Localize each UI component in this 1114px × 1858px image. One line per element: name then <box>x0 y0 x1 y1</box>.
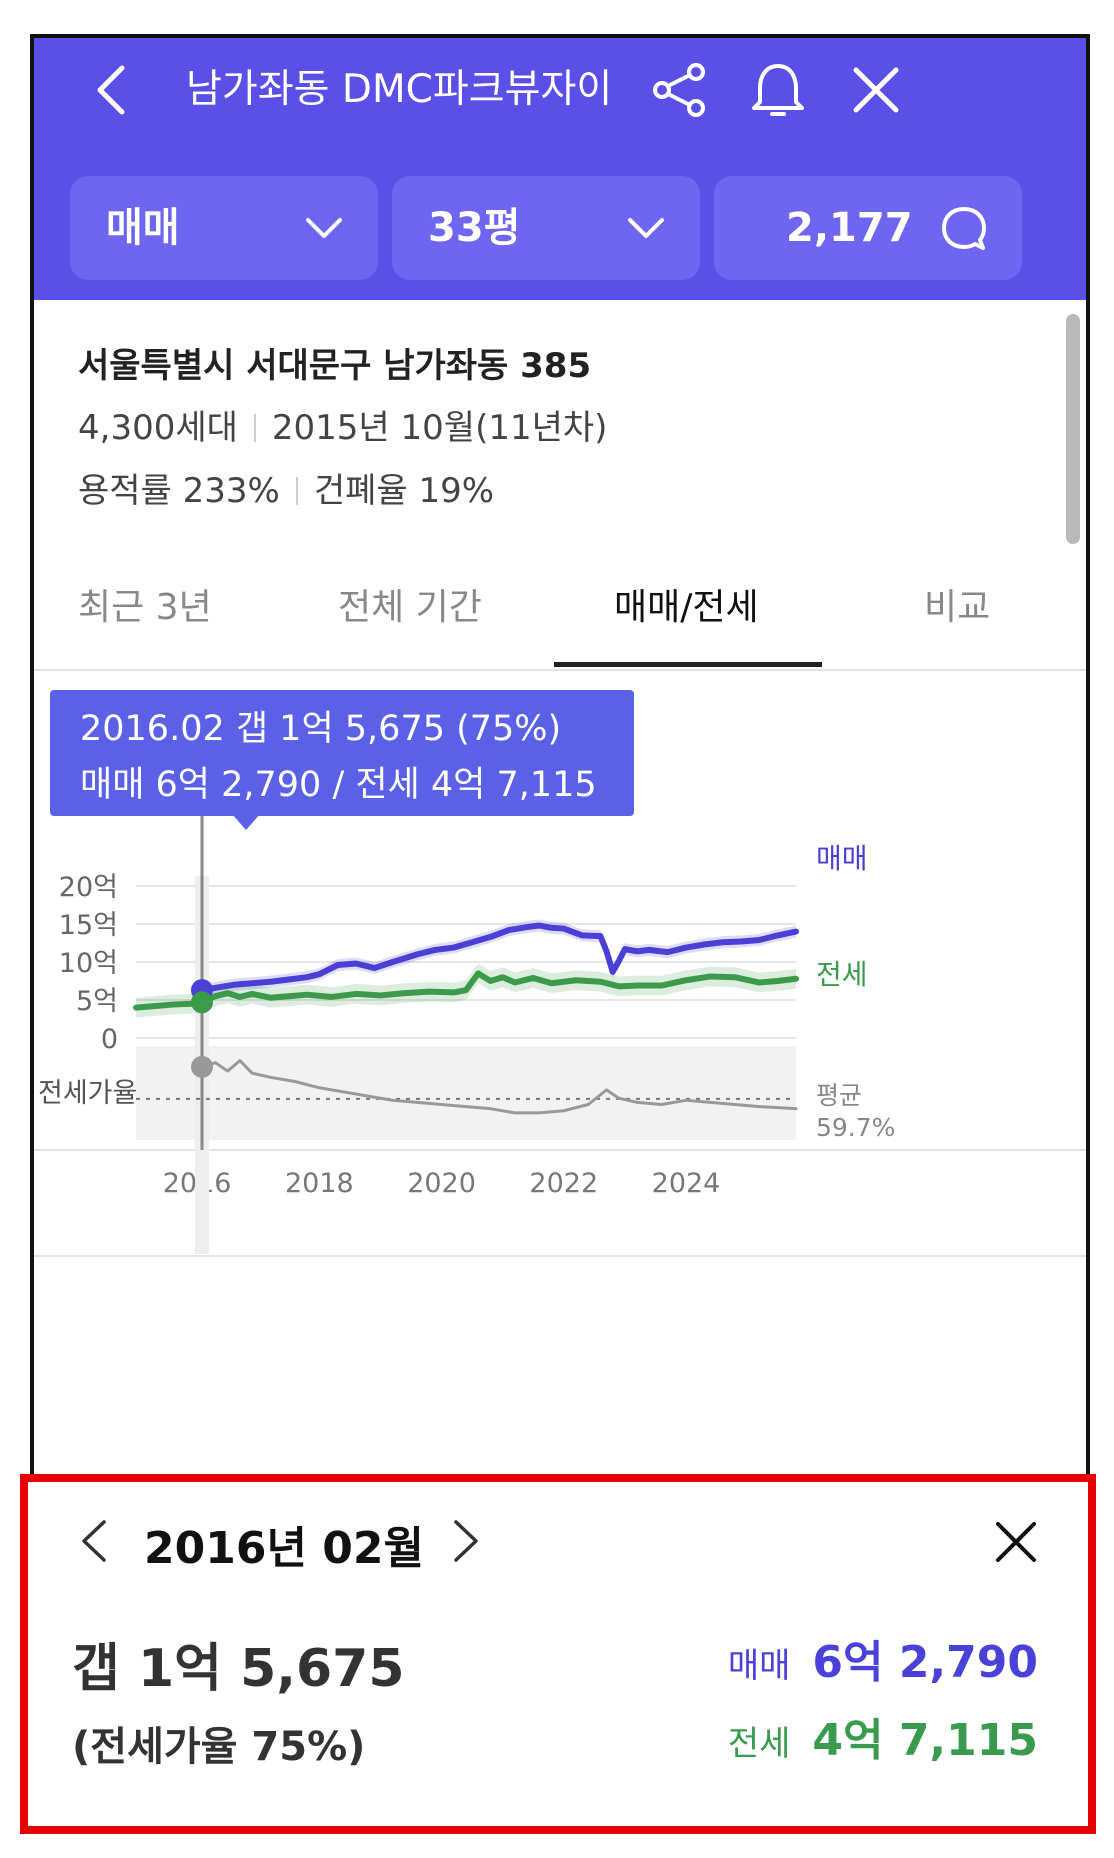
rent-value: 4억 7,115 <box>812 1715 1038 1766</box>
legend-label-sale: 매매 <box>816 842 868 875</box>
rent-label: 전세 <box>727 1724 791 1764</box>
deal-type-select[interactable]: 매매 <box>70 176 378 280</box>
rent-price: 전세 4억 7,115 <box>728 1704 1038 1768</box>
series-line-rent <box>133 970 799 1011</box>
tooltip-line-1: 2016.02 갭 1억 5,675 (75%) <box>80 709 562 749</box>
chat-bubble-icon <box>939 204 989 254</box>
page-title: 남가좌동 DMC파크뷰자이 <box>186 67 613 112</box>
bell-icon[interactable] <box>746 58 810 122</box>
y-tick-label: 0 <box>101 1024 118 1055</box>
y-tick-label: 15억 <box>59 910 118 941</box>
sale-value: 6억 2,790 <box>812 1637 1038 1688</box>
detail-card: 2016년 02월 갭 1억 5,675 (전세가율 75%) 매매 6억 2,7… <box>20 1474 1096 1834</box>
back-chevron-icon[interactable] <box>82 58 146 122</box>
tab-sale-rent[interactable]: 매매/전세 <box>614 587 759 628</box>
address: 서울특별시 서대문구 남가좌동 385 <box>78 346 592 386</box>
tab-recent-3y[interactable]: 최근 3년 <box>78 587 212 628</box>
divider <box>34 669 1086 671</box>
info-line-households: 4,300세대 2015년 10월(11년차) <box>78 400 607 449</box>
close-icon[interactable] <box>844 58 908 122</box>
y-tick-label: 20억 <box>59 872 118 903</box>
series-line-sale <box>199 922 799 994</box>
tooltip-line-2: 매매 6억 2,790 / 전세 4억 7,115 <box>80 765 597 805</box>
app-frame: 남가좌동 DMC파크뷰자이 매매 <box>30 34 1090 1490</box>
scrollbar[interactable] <box>1066 314 1080 544</box>
households: 4,300세대 <box>78 408 238 448</box>
ratio-average-value: 59.7% <box>816 1113 895 1142</box>
selected-point-rent <box>191 991 213 1014</box>
selected-month: 2016년 02월 <box>144 1523 424 1574</box>
x-tick-label: 2018 <box>285 1168 354 1199</box>
chart-svg: 20억15억10억5억020162018202020222024매매전세전세가율… <box>34 734 1086 1257</box>
built-date: 2015년 10월(11년차) <box>271 408 608 448</box>
sale-price: 매매 6억 2,790 <box>728 1626 1038 1690</box>
header: 남가좌동 DMC파크뷰자이 매매 <box>34 38 1086 300</box>
chevron-down-icon <box>626 210 666 246</box>
tab-all-period[interactable]: 전체 기간 <box>338 587 482 628</box>
price-chart[interactable]: 20억15억10억5억020162018202020222024매매전세전세가율… <box>34 674 1086 1490</box>
floor-area-ratio: 용적률 233% <box>78 471 280 511</box>
close-icon[interactable] <box>992 1518 1040 1566</box>
chart-tooltip: 2016.02 갭 1억 5,675 (75%) 매매 6억 2,790 / 전… <box>50 690 634 816</box>
size-select[interactable]: 33평 <box>392 176 700 280</box>
ratio-band <box>136 1046 796 1140</box>
tab-compare[interactable]: 비교 <box>924 587 991 628</box>
x-tick-label: 2024 <box>652 1168 721 1199</box>
series-line-ratio <box>200 1059 798 1115</box>
legend-label-rent: 전세 <box>816 958 868 991</box>
deal-type-value: 매매 <box>106 205 180 251</box>
jeonse-ratio: (전세가율 75%) <box>72 1724 366 1770</box>
ratio-label: 전세가율 <box>38 1078 137 1109</box>
building-coverage-ratio: 건폐율 19% <box>313 471 495 511</box>
gap-amount: 갭 1억 5,675 <box>72 1639 405 1699</box>
ratio-average-label: 평균 <box>816 1081 862 1110</box>
prev-month-icon[interactable] <box>74 1516 114 1566</box>
y-tick-label: 10억 <box>59 948 118 979</box>
y-tick-label: 5억 <box>76 986 118 1017</box>
sale-label: 매매 <box>727 1646 791 1686</box>
x-tick-label: 2022 <box>529 1168 598 1199</box>
share-icon[interactable] <box>648 58 712 122</box>
active-tab-indicator <box>554 662 822 667</box>
next-month-icon[interactable] <box>446 1516 486 1566</box>
divider <box>295 477 298 505</box>
tooltip-pointer <box>232 814 260 830</box>
chat-count: 2,177 <box>786 205 913 251</box>
x-tick-label: 2020 <box>407 1168 476 1199</box>
chevron-down-icon <box>304 210 344 246</box>
size-value: 33평 <box>428 205 521 251</box>
selected-point-ratio <box>191 1055 213 1078</box>
info-line-ratios: 용적률 233% 건폐율 19% <box>78 463 494 512</box>
divider <box>253 414 256 442</box>
chat-count-button[interactable]: 2,177 <box>714 176 1022 280</box>
